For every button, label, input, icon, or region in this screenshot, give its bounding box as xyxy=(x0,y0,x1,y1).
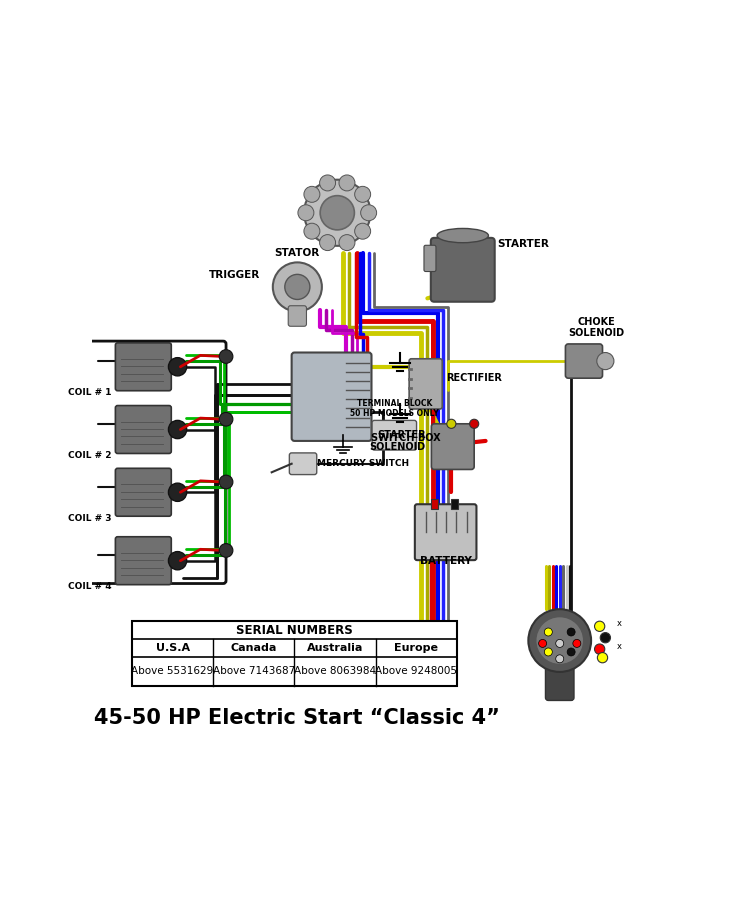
Text: STATOR: STATOR xyxy=(275,248,320,258)
Circle shape xyxy=(304,223,320,239)
Circle shape xyxy=(597,353,614,370)
Text: STARTER
SOLENOID: STARTER SOLENOID xyxy=(369,430,425,452)
Circle shape xyxy=(219,413,233,426)
Circle shape xyxy=(169,483,187,502)
Circle shape xyxy=(320,196,355,229)
Circle shape xyxy=(298,205,314,220)
Text: Above 7143687: Above 7143687 xyxy=(213,667,295,677)
Ellipse shape xyxy=(437,229,489,243)
Text: MERCURY SWITCH: MERCURY SWITCH xyxy=(317,459,409,468)
Text: Australia: Australia xyxy=(307,643,364,653)
Circle shape xyxy=(556,655,564,663)
FancyBboxPatch shape xyxy=(545,667,574,700)
Circle shape xyxy=(556,639,564,648)
Bar xyxy=(132,620,457,687)
FancyBboxPatch shape xyxy=(431,238,495,302)
Circle shape xyxy=(545,628,552,636)
Circle shape xyxy=(319,175,336,190)
Circle shape xyxy=(219,543,233,557)
FancyBboxPatch shape xyxy=(116,343,171,391)
Circle shape xyxy=(169,551,187,570)
FancyBboxPatch shape xyxy=(415,504,476,561)
Circle shape xyxy=(573,639,581,648)
Circle shape xyxy=(595,644,605,654)
Text: RECTIFIER: RECTIFIER xyxy=(445,373,501,383)
FancyBboxPatch shape xyxy=(291,353,372,441)
Text: Above 5531629: Above 5531629 xyxy=(132,667,213,677)
FancyBboxPatch shape xyxy=(409,359,442,409)
Text: COIL # 3: COIL # 3 xyxy=(68,514,112,523)
Circle shape xyxy=(355,186,371,202)
Circle shape xyxy=(339,235,355,250)
Circle shape xyxy=(304,186,320,202)
Circle shape xyxy=(339,175,355,190)
Circle shape xyxy=(219,350,233,364)
FancyBboxPatch shape xyxy=(289,453,316,474)
Circle shape xyxy=(273,262,322,311)
Circle shape xyxy=(567,648,575,656)
Bar xyxy=(451,499,459,510)
Text: SWITCH BOX: SWITCH BOX xyxy=(372,433,441,443)
FancyBboxPatch shape xyxy=(565,344,603,378)
Circle shape xyxy=(319,235,336,250)
FancyBboxPatch shape xyxy=(289,306,306,327)
Circle shape xyxy=(285,274,310,299)
Text: COIL # 4: COIL # 4 xyxy=(68,582,112,591)
Circle shape xyxy=(601,632,610,643)
Circle shape xyxy=(219,475,233,489)
Circle shape xyxy=(598,652,608,663)
Circle shape xyxy=(447,419,456,428)
Text: Above 8063984: Above 8063984 xyxy=(294,667,376,677)
Circle shape xyxy=(304,180,370,246)
Circle shape xyxy=(545,648,552,656)
Circle shape xyxy=(536,617,584,665)
Text: SERIAL NUMBERS: SERIAL NUMBERS xyxy=(236,623,353,637)
Text: CHOKE
SOLENOID: CHOKE SOLENOID xyxy=(569,317,625,338)
Text: Canada: Canada xyxy=(230,643,277,653)
Circle shape xyxy=(355,223,371,239)
Text: TERMINAL BLOCK
50 HP MODELS ONLY: TERMINAL BLOCK 50 HP MODELS ONLY xyxy=(350,399,439,418)
Text: STARTER: STARTER xyxy=(497,239,549,249)
Circle shape xyxy=(595,621,605,631)
Circle shape xyxy=(470,419,478,428)
Text: U.S.A: U.S.A xyxy=(155,643,190,653)
Text: x: x xyxy=(617,619,622,629)
Circle shape xyxy=(169,357,187,375)
Circle shape xyxy=(169,420,187,439)
Text: COIL # 2: COIL # 2 xyxy=(68,451,112,460)
Text: Above 9248005: Above 9248005 xyxy=(375,667,457,677)
Text: x: x xyxy=(617,642,622,651)
Bar xyxy=(431,499,438,510)
Circle shape xyxy=(361,205,377,220)
Circle shape xyxy=(539,639,547,648)
FancyBboxPatch shape xyxy=(116,468,171,516)
FancyBboxPatch shape xyxy=(372,420,417,450)
Circle shape xyxy=(567,628,575,636)
Text: COIL # 1: COIL # 1 xyxy=(68,388,112,397)
FancyBboxPatch shape xyxy=(116,537,171,585)
FancyBboxPatch shape xyxy=(431,424,474,470)
FancyBboxPatch shape xyxy=(424,245,436,271)
Text: BATTERY: BATTERY xyxy=(420,556,472,566)
Text: TRIGGER: TRIGGER xyxy=(209,270,261,280)
Circle shape xyxy=(528,610,591,672)
Text: 45-50 HP Electric Start “Classic 4”: 45-50 HP Electric Start “Classic 4” xyxy=(94,707,500,727)
Text: Europe: Europe xyxy=(394,643,439,653)
FancyBboxPatch shape xyxy=(116,405,171,454)
